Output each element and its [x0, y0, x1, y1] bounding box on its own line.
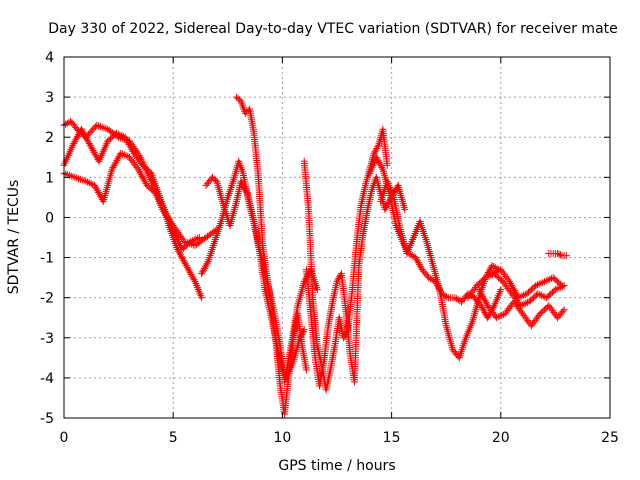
- y-tick-label: 1: [45, 170, 54, 186]
- series-track-7: [300, 125, 391, 394]
- data-point-markers: [377, 177, 503, 362]
- y-axis-label: SDTVAR / TECUs: [6, 180, 22, 295]
- data-point-markers: [475, 286, 568, 330]
- axis-ticks: [63, 56, 611, 419]
- series-track-12: [475, 286, 568, 330]
- y-tick-label: -4: [40, 371, 54, 387]
- y-tick-label: 3: [45, 90, 54, 106]
- plot-frame: [63, 56, 611, 419]
- x-tick-label: 10: [273, 430, 291, 446]
- x-tick-label: 25: [601, 430, 619, 446]
- chart-title: Day 330 of 2022, Sidereal Day-to-day VTE…: [48, 21, 618, 37]
- y-tick-label: 4: [45, 50, 54, 66]
- data-point-markers: [464, 270, 568, 310]
- data-point-markers: [300, 125, 391, 394]
- y-tick-label: -3: [40, 331, 54, 347]
- x-tick-label: 0: [60, 430, 69, 446]
- x-tick-label: 15: [383, 430, 401, 446]
- data-point-markers: [233, 93, 310, 418]
- y-tick-label: -1: [40, 251, 54, 267]
- x-axis-label: GPS time / hours: [278, 458, 395, 474]
- y-tick-label: -2: [40, 291, 54, 307]
- x-tick-label: 20: [492, 430, 510, 446]
- x-tick-label: 5: [169, 430, 178, 446]
- series-track-6: [233, 93, 310, 418]
- y-tick-label: 0: [45, 210, 54, 226]
- data-point-markers: [488, 266, 566, 302]
- y-tick-label: 2: [45, 130, 54, 146]
- series-track-11: [464, 270, 568, 310]
- series-track-10: [377, 177, 503, 362]
- x-tick-labels: 0 5 10 15 20 25: [60, 430, 619, 446]
- y-tick-labels: 4 3 2 1 0 -1 -2 -3 -4 -5: [40, 50, 54, 427]
- y-tick-label: -5: [40, 411, 54, 427]
- series-track-13: [488, 266, 566, 302]
- series-track-14: [545, 250, 570, 260]
- data-point-markers: [545, 250, 570, 260]
